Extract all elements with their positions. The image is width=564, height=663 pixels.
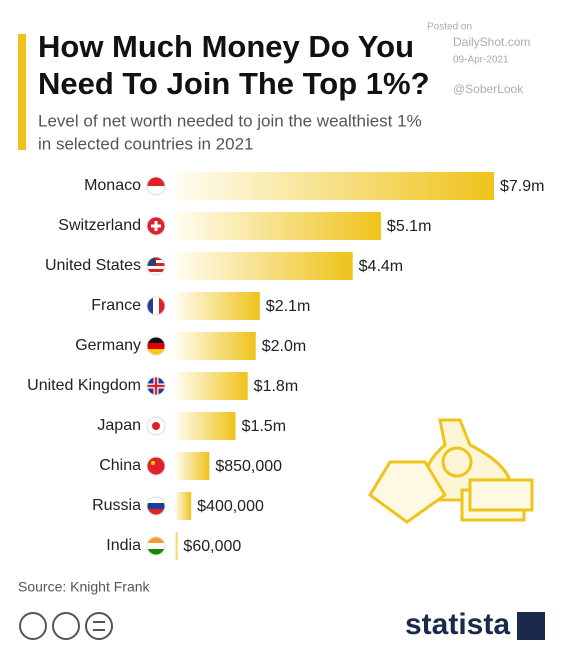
watermark: @SoberLook [453,82,524,96]
flag [146,376,166,396]
value-label: $400,000 [197,498,264,515]
license-icons [19,612,113,640]
brand: statista [405,608,510,641]
chart-title: How Much Money Do You [38,29,414,64]
flag-part [147,509,165,515]
category-label: United Kingdom [27,377,141,394]
flag-outline [146,256,166,276]
bar [175,292,260,320]
flag-part [147,337,165,343]
category-label: United States [45,257,141,274]
flag-part [159,297,165,315]
flag-outline [146,536,166,556]
flag-part [154,377,158,395]
flag-part [147,266,165,269]
bar [175,372,248,400]
value-label: $5.1m [387,218,431,235]
flag-part [147,186,165,195]
flag-body [147,217,165,235]
bar [175,412,236,440]
flag-part [147,269,165,272]
bar [175,492,192,520]
value-label: $850,000 [215,458,282,475]
flag-part [147,503,165,509]
flag-outline [146,176,166,196]
category-label: Monaco [84,177,141,194]
flag-body [147,497,165,515]
flag [146,176,166,196]
flag [146,496,166,516]
value-label: $4.4m [359,258,403,275]
money-illustration [368,418,534,524]
value-label: $1.5m [242,418,286,435]
flag-outline [146,336,166,356]
flag-outline [146,416,166,436]
watermark: Posted on [427,22,472,33]
flag-part [147,349,165,355]
bar [175,212,381,240]
value-label: $2.0m [262,338,306,355]
bar [175,172,494,200]
flag-outline [146,496,166,516]
bar [175,332,256,360]
flag-part [147,497,165,503]
flag-body [147,417,165,435]
category-label: Japan [97,417,141,434]
flag-part [147,543,165,549]
flag-body [147,297,165,315]
watermark: 09-Apr-2021 [453,55,509,66]
source: Source: Knight Frank [18,579,151,595]
flag-outline [146,376,166,396]
flag-outline [146,296,166,316]
flag-body [147,457,165,475]
flag [146,536,166,556]
flag-part [151,461,155,465]
value-label: $2.1m [266,298,310,315]
bar [175,532,178,560]
accent-bar [18,34,26,150]
flag-outline [146,216,166,236]
value-label: $1.8m [254,378,298,395]
flag-part [147,272,165,275]
flag-part [147,457,165,475]
flag [146,416,166,436]
flag-part [147,549,165,555]
category-label: Russia [92,497,141,514]
value-label: $7.9m [500,178,544,195]
flag-part [147,177,165,186]
flag-part [153,297,159,315]
category-label: China [99,457,141,474]
bar [175,252,353,280]
brand-logo [517,612,545,640]
flag [146,216,166,236]
flag-part [147,343,165,349]
subtitle: Level of net worth needed to join the we… [38,111,422,130]
flag-part [154,221,158,231]
flag [146,256,166,276]
subtitle: in selected countries in 2021 [38,134,253,153]
flag-body [147,537,165,555]
category-label: Switzerland [58,217,141,234]
flag-part [152,422,160,430]
flag-body [147,177,165,195]
flag-part [147,537,165,543]
value-label: $60,000 [183,538,241,555]
flag-body [147,257,165,275]
flag [146,456,166,476]
flag-outline [146,456,166,476]
watermark: DailyShot.com [453,35,530,49]
category-label: France [91,297,141,314]
flag [146,296,166,316]
flag-part [147,297,153,315]
category-label: India [106,537,141,554]
flag-part [147,257,156,266]
bar [175,452,210,480]
chart-title: Need To Join The Top 1%? [38,66,430,101]
flag-body [147,377,165,395]
flag-body [147,337,165,355]
flag [146,336,166,356]
category-label: Germany [75,337,141,354]
